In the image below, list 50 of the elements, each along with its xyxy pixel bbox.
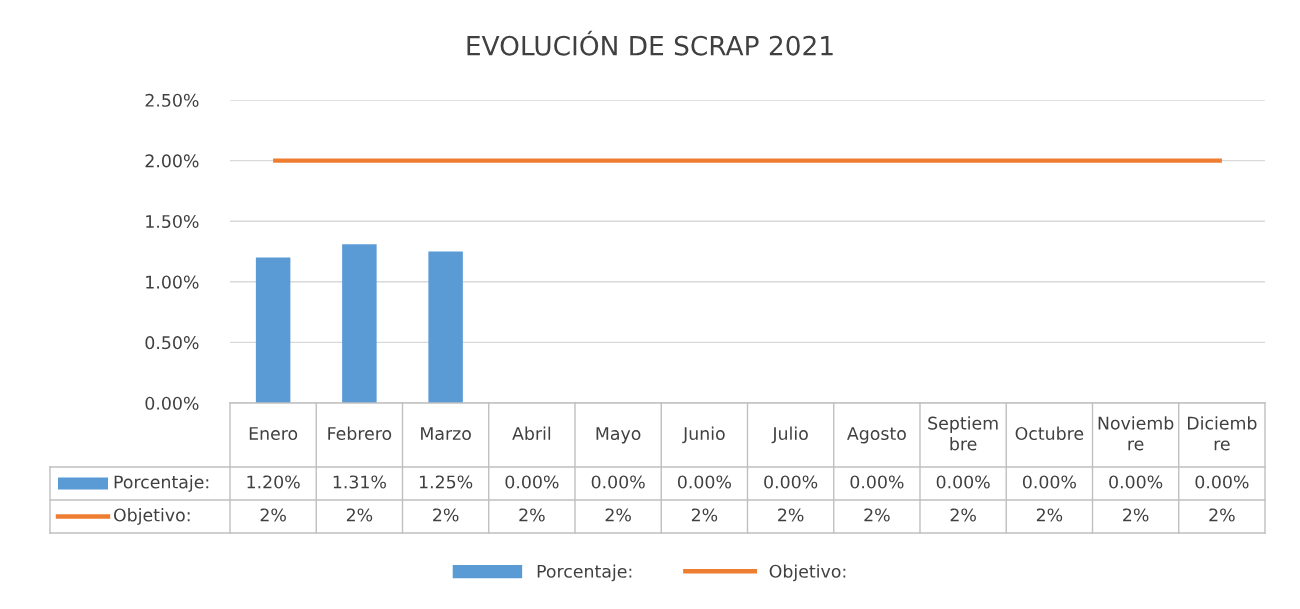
data-label: 2% (346, 508, 373, 522)
y-tick-label: 0.00% (145, 396, 199, 410)
data-label: 0.00% (591, 475, 645, 489)
chart-title: EVOLUCIÓN DE SCRAP 2021 (467, 30, 833, 56)
data-label: 0.00% (1195, 475, 1249, 489)
y-tick-label: 2.50% (145, 93, 199, 107)
x-tick-label: Agosto (847, 427, 906, 444)
data-label: 0.00% (764, 475, 818, 489)
data-label: 2% (950, 508, 976, 522)
y-tick-label: 0.50% (145, 336, 199, 350)
legend-label: Objetivo: (113, 508, 190, 525)
data-label: 0.00% (936, 475, 990, 489)
data-label: 2% (260, 508, 286, 522)
text: Porcentaje: (537, 564, 632, 582)
bar (342, 244, 377, 403)
x-tick-label: Julio (771, 426, 808, 444)
data-label: 0.00% (505, 475, 559, 489)
data-label: 2% (1036, 508, 1063, 522)
x-tick-label: Junio (682, 426, 725, 444)
text: Objetivo: (769, 564, 846, 582)
x-tick-label: Febrero (328, 426, 392, 441)
data-label: 2% (1209, 508, 1235, 522)
x-tick-label: Enero (249, 427, 298, 441)
data-label: 2% (605, 508, 631, 522)
data-label: 2% (433, 508, 459, 522)
data-label: 1.25% (419, 475, 473, 489)
bar (428, 251, 463, 403)
x-tick-label: Abril (512, 426, 551, 441)
y-tick-label: 1.50% (146, 214, 199, 229)
data-label: 0.00% (850, 475, 904, 489)
data-label: 0.00% (677, 475, 731, 489)
data-label: 2% (691, 508, 718, 522)
data-label: 1.31% (333, 475, 386, 489)
x-tick-label: Diciembre (1187, 416, 1257, 451)
data-label: 2% (1123, 508, 1149, 522)
data-label: 2% (864, 508, 890, 522)
data-label: 0.00% (1109, 475, 1163, 489)
bar (255, 257, 291, 403)
y-tick-label: 1.00% (146, 275, 199, 289)
x-tick-label: Noviembre (1098, 416, 1174, 451)
legend-label: Porcentaje: (114, 475, 209, 492)
data-label: 1.20% (247, 475, 300, 489)
x-tick-label: Octubre (1015, 426, 1084, 441)
data-label: 0.00% (1022, 475, 1076, 489)
data-label: 2% (519, 508, 545, 522)
y-tick-label: 2.00% (145, 154, 199, 168)
x-tick-label: Marzo (421, 427, 471, 441)
x-tick-label: Septiembre (928, 416, 998, 451)
x-tick-label: Mayo (596, 427, 641, 444)
data-label: 2% (778, 508, 804, 522)
